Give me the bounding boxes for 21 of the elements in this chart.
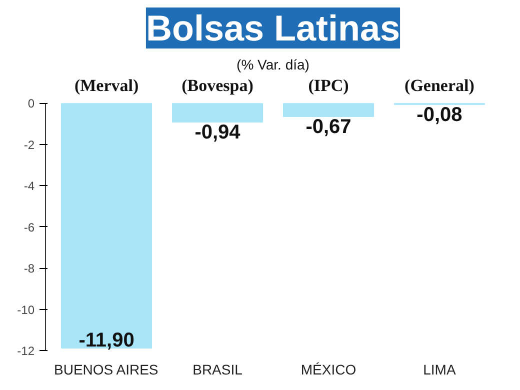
- y-tick-label: -4: [24, 179, 35, 194]
- data-label: -0,94: [194, 122, 242, 144]
- data-label: -0,67: [306, 116, 352, 138]
- y-tick-label: -10: [17, 302, 35, 317]
- text: (Merval): [74, 76, 139, 96]
- x-tick-label: LIMA: [423, 362, 456, 378]
- data-label: -11,90: [78, 329, 134, 352]
- x-tick-label: BUENOS AIRES: [54, 362, 158, 378]
- y-tick-label: -8: [24, 262, 35, 276]
- chart-title: Bolsas Latinas: [146, 8, 400, 48]
- y-tick-label: -2: [24, 138, 35, 152]
- x-tick-label: BRASIL: [192, 362, 243, 378]
- chart-subtitle: (% Var. día): [236, 56, 310, 72]
- y-tick-label: -6: [24, 220, 35, 234]
- y-tick-label: 0: [28, 96, 35, 111]
- data-label: -0,08: [416, 104, 462, 126]
- text: (IPC): [308, 76, 349, 96]
- text: (General): [404, 76, 474, 96]
- x-tick-label: MÉXICO: [300, 362, 356, 378]
- text: (Bovespa): [182, 76, 254, 96]
- y-tick-label: -12: [17, 344, 35, 358]
